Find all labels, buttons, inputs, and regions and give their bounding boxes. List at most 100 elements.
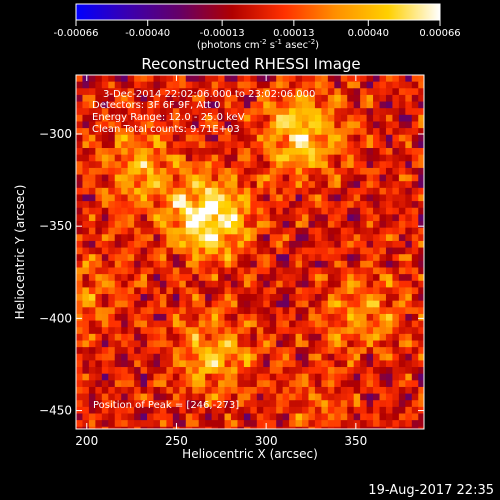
heatmap-cell: [385, 101, 393, 109]
heatmap-cell: [418, 393, 425, 401]
heatmap-cell: [159, 101, 167, 109]
heatmap-cell: [134, 94, 141, 102]
heatmap-cell: [282, 174, 290, 182]
heatmap-cell: [302, 287, 309, 295]
heatmap-cell: [147, 154, 154, 162]
heatmap-cell: [211, 227, 219, 235]
heatmap-cell: [250, 75, 258, 83]
heatmap-cell: [263, 260, 271, 268]
heatmap-cell: [334, 373, 342, 381]
heatmap-cell: [153, 320, 161, 328]
heatmap-cell: [108, 234, 116, 242]
heatmap-cell: [276, 75, 284, 83]
heatmap-cell: [198, 413, 206, 421]
heatmap-cell: [289, 353, 296, 361]
heatmap-cell: [379, 280, 387, 288]
heatmap-cell: [360, 340, 367, 348]
heatmap-cell: [230, 420, 238, 428]
heatmap-cell: [127, 174, 135, 182]
heatmap-cell: [314, 94, 322, 102]
heatmap-cell: [205, 128, 213, 136]
heatmap-cell: [250, 187, 258, 195]
heatmap-cell: [185, 174, 193, 182]
heatmap-cell: [327, 81, 335, 89]
heatmap-cell: [159, 214, 167, 222]
heatmap-cell: [172, 353, 180, 361]
heatmap-cell: [134, 221, 141, 229]
heatmap-cell: [295, 141, 303, 149]
heatmap-cell: [114, 267, 122, 275]
heatmap-cell: [140, 274, 148, 282]
heatmap-cell: [256, 386, 264, 394]
heatmap-cell: [276, 154, 284, 162]
heatmap-cell: [321, 134, 329, 142]
heatmap-cell: [256, 300, 264, 308]
heatmap-cell: [127, 320, 135, 328]
heatmap-cell: [276, 386, 284, 394]
heatmap-cell: [121, 294, 129, 302]
heatmap-cell: [418, 108, 425, 116]
heatmap-cell: [295, 254, 303, 262]
heatmap-cell: [347, 114, 355, 122]
heatmap-cell: [179, 221, 187, 229]
heatmap-cell: [366, 88, 374, 96]
heatmap-cell: [205, 201, 213, 209]
heatmap-cell: [366, 141, 374, 149]
heatmap-cell: [179, 108, 187, 116]
heatmap-cell: [172, 201, 180, 209]
heatmap-cell: [134, 393, 141, 401]
heatmap-cell: [153, 81, 161, 89]
heatmap-cell: [379, 413, 387, 421]
heatmap-cell: [308, 373, 316, 381]
heatmap-cell: [411, 320, 419, 328]
heatmap-cell: [108, 386, 116, 394]
heatmap-cell: [250, 101, 258, 109]
heatmap-cell: [121, 88, 129, 96]
heatmap-cell: [224, 114, 232, 122]
heatmap-cell: [218, 260, 225, 268]
heatmap-cell: [411, 161, 419, 169]
heatmap-cell: [172, 134, 180, 142]
heatmap-cell: [282, 340, 290, 348]
heatmap-cell: [140, 280, 148, 288]
heatmap-cell: [295, 360, 303, 368]
heatmap-cell: [269, 134, 277, 142]
heatmap-cell: [211, 114, 219, 122]
heatmap-cell: [373, 187, 380, 195]
heatmap-cell: [166, 260, 174, 268]
heatmap-cell: [237, 267, 245, 275]
heatmap-cell: [276, 207, 284, 215]
heatmap-cell: [127, 154, 135, 162]
heatmap-cell: [147, 114, 154, 122]
heatmap-cell: [418, 134, 425, 142]
heatmap-cell: [134, 274, 141, 282]
heatmap-cell: [179, 194, 187, 202]
heatmap-cell: [134, 121, 141, 129]
heatmap-cell: [250, 406, 258, 414]
heatmap-cell: [140, 214, 148, 222]
heatmap-cell: [256, 88, 264, 96]
heatmap-cell: [166, 294, 174, 302]
heatmap-cell: [147, 108, 154, 116]
heatmap-cell: [418, 274, 425, 282]
heatmap-cell: [147, 201, 154, 209]
heatmap-cell: [172, 128, 180, 136]
heatmap-cell: [185, 134, 193, 142]
heatmap-cell: [95, 347, 103, 355]
heatmap-cell: [185, 201, 193, 209]
heatmap-cell: [379, 393, 387, 401]
heatmap-cell: [114, 347, 122, 355]
heatmap-cell: [82, 274, 90, 282]
heatmap-cell: [95, 373, 103, 381]
heatmap-cell: [237, 227, 245, 235]
x-axis-label: Heliocentric X (arcsec): [182, 447, 318, 461]
heatmap-cell: [321, 280, 329, 288]
heatmap-cell: [153, 267, 161, 275]
heatmap-cell: [256, 280, 264, 288]
heatmap-cell: [82, 393, 90, 401]
heatmap-cell: [95, 380, 103, 388]
heatmap-cell: [127, 340, 135, 348]
heatmap-cell: [366, 114, 374, 122]
heatmap-cell: [134, 333, 141, 341]
heatmap-cell: [373, 234, 380, 242]
